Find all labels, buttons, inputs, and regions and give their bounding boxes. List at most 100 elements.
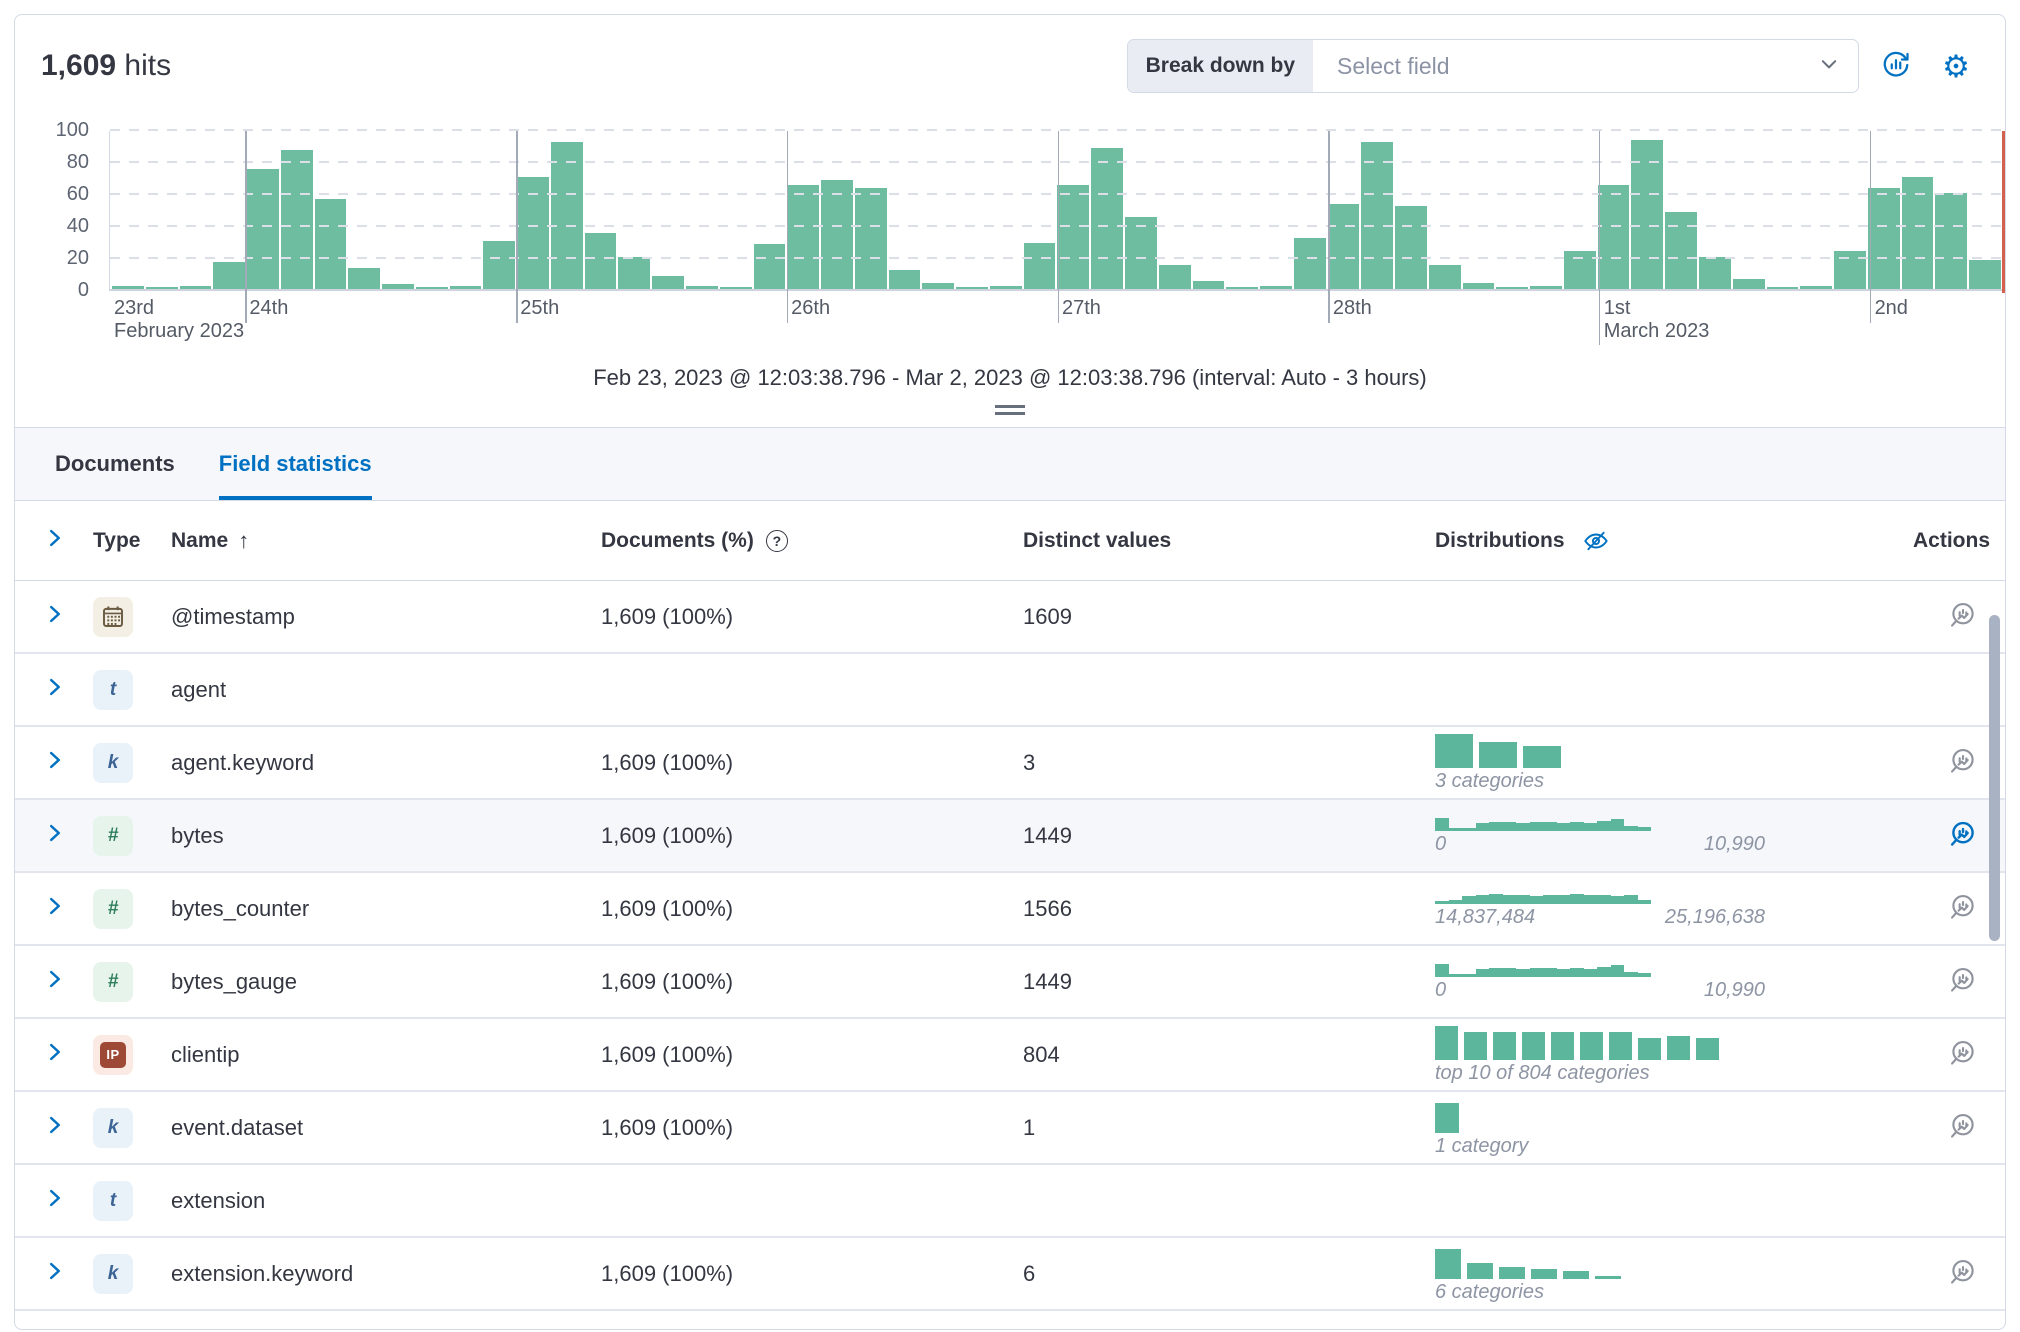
chevron-right-icon[interactable] bbox=[45, 823, 65, 843]
hits-histogram[interactable]: 0 20 40 60 80 100 23rd February 2023 24th 25th 26… bbox=[15, 119, 2005, 353]
table-row: t agent bbox=[15, 654, 2005, 727]
histogram-bar bbox=[550, 141, 583, 289]
header-actions: Actions bbox=[1913, 528, 1991, 552]
chevron-right-icon[interactable] bbox=[45, 896, 65, 916]
x-tick-label: 23rd February 2023 bbox=[114, 297, 245, 342]
histogram-bar bbox=[956, 287, 988, 289]
table-row: k extension.keyword 1,609 (100%) 6 6 cat… bbox=[15, 1238, 2005, 1311]
chevron-right-icon[interactable] bbox=[45, 677, 65, 697]
chart-resize-handle[interactable] bbox=[995, 405, 1025, 415]
hits-count: 1,609 hits bbox=[41, 49, 171, 83]
distinct-values: 3 bbox=[1023, 749, 1036, 775]
keyword-field-icon: k bbox=[93, 742, 133, 783]
breakdown-select[interactable]: Select field bbox=[1313, 40, 1858, 92]
documents-percent: 1,609 (100%) bbox=[601, 968, 734, 994]
hits-label: hits bbox=[124, 49, 172, 82]
histogram-plot[interactable] bbox=[109, 129, 2005, 345]
histogram-bar bbox=[989, 285, 1022, 289]
histogram-bar bbox=[1091, 148, 1123, 289]
chevron-right-icon[interactable] bbox=[45, 1188, 65, 1208]
number-field-icon: # bbox=[93, 888, 133, 929]
field-name: bytes_counter bbox=[171, 895, 310, 921]
histogram-bars bbox=[112, 131, 2001, 289]
histogram-bar bbox=[652, 276, 685, 289]
header-name[interactable]: Name bbox=[171, 528, 229, 552]
tab-bar: Documents Field statistics bbox=[15, 428, 2005, 501]
distribution-sparkline: 14,837,484 25,196,638 bbox=[1435, 889, 1913, 929]
histogram-bar bbox=[1428, 265, 1461, 289]
explore-in-lens-button[interactable] bbox=[1949, 1039, 1981, 1071]
explore-in-lens-button[interactable] bbox=[1949, 820, 1981, 852]
chevron-right-icon[interactable] bbox=[45, 1261, 65, 1281]
histogram-bar bbox=[382, 284, 414, 289]
distribution-sparkline: 0 10,990 bbox=[1435, 816, 1913, 856]
chart-options-button[interactable] bbox=[1873, 43, 1919, 89]
table-row: IP clientip 1,609 (100%) 804 top 10 of 8… bbox=[15, 1019, 2005, 1092]
eye-off-icon[interactable] bbox=[1583, 528, 1609, 554]
text-field-icon: t bbox=[93, 669, 133, 710]
arrow-up-icon[interactable]: ↑ bbox=[238, 527, 250, 553]
histogram-bar bbox=[821, 180, 853, 289]
histogram-bar bbox=[112, 285, 144, 289]
hits-value: 1,609 bbox=[41, 49, 117, 82]
documents-percent: 1,609 (100%) bbox=[601, 1260, 734, 1286]
distinct-values: 6 bbox=[1023, 1260, 1036, 1286]
header-type: Type bbox=[93, 528, 141, 552]
chevron-right-icon[interactable] bbox=[45, 969, 65, 989]
chevron-right-icon[interactable] bbox=[45, 1115, 65, 1135]
x-tick-label: 27th bbox=[1062, 297, 1101, 319]
histogram-bar bbox=[1935, 193, 1968, 289]
explore-in-lens-button[interactable] bbox=[1949, 966, 1981, 998]
day-gridline bbox=[516, 131, 518, 323]
field-name: extension.keyword bbox=[171, 1260, 354, 1286]
histogram-bar bbox=[1361, 141, 1394, 289]
histogram-bar bbox=[1732, 279, 1765, 289]
distinct-values: 804 bbox=[1023, 1041, 1060, 1067]
histogram-bar bbox=[719, 287, 752, 289]
histogram-bar bbox=[517, 177, 549, 289]
field-statistics-table: Type Name ↑ Documents (%) ? Distinct val… bbox=[15, 501, 2005, 1311]
day-gridline bbox=[1057, 131, 1059, 323]
histogram-bar bbox=[1665, 212, 1697, 289]
y-axis: 0 20 40 60 80 100 bbox=[55, 119, 89, 301]
chevron-right-icon[interactable] bbox=[45, 604, 65, 624]
tab-documents[interactable]: Documents bbox=[55, 451, 175, 476]
tab-field-statistics[interactable]: Field statistics bbox=[218, 428, 372, 500]
field-name: bytes_gauge bbox=[171, 968, 297, 994]
histogram-bar bbox=[449, 285, 482, 289]
explore-in-lens-button[interactable] bbox=[1949, 747, 1981, 779]
histogram-bar bbox=[1327, 204, 1360, 289]
histogram-bar bbox=[1800, 285, 1833, 289]
histogram-bar bbox=[584, 233, 617, 289]
chevron-right-icon[interactable] bbox=[45, 750, 65, 770]
field-name: extension bbox=[171, 1187, 266, 1213]
number-field-icon: # bbox=[93, 815, 133, 856]
field-name: bytes bbox=[171, 822, 224, 848]
histogram-bar bbox=[1597, 185, 1630, 289]
table-row: k event.dataset 1,609 (100%) 1 1 categor… bbox=[15, 1092, 2005, 1165]
histogram-bar bbox=[145, 287, 178, 289]
explore-in-lens-button[interactable] bbox=[1949, 1112, 1981, 1144]
scrollbar-thumb[interactable] bbox=[1989, 615, 2000, 941]
field-name: agent.keyword bbox=[171, 749, 315, 775]
distinct-values: 1449 bbox=[1023, 822, 1072, 848]
field-name: agent bbox=[171, 676, 227, 702]
field-name: event.dataset bbox=[171, 1114, 304, 1140]
histogram-bar bbox=[247, 169, 279, 289]
chevron-right-icon[interactable] bbox=[45, 528, 65, 548]
keyword-field-icon: k bbox=[93, 1253, 133, 1294]
x-tick-label: 2nd bbox=[1874, 297, 1908, 319]
distinct-values: 1609 bbox=[1023, 603, 1072, 629]
question-circle-icon[interactable]: ? bbox=[765, 529, 788, 552]
distribution-sparkline: 1 category bbox=[1435, 1097, 1913, 1158]
chevron-right-icon[interactable] bbox=[45, 1042, 65, 1062]
settings-button[interactable]: ⚙ bbox=[1933, 43, 1979, 89]
histogram-bar bbox=[348, 268, 381, 289]
explore-in-lens-button[interactable] bbox=[1949, 1258, 1981, 1290]
explore-in-lens-button[interactable] bbox=[1949, 601, 1981, 633]
day-gridline bbox=[1328, 131, 1330, 323]
explore-in-lens-button[interactable] bbox=[1949, 893, 1981, 925]
histogram-bar bbox=[1192, 281, 1225, 289]
day-gridline bbox=[786, 131, 789, 323]
documents-percent: 1,609 (100%) bbox=[601, 1114, 734, 1140]
